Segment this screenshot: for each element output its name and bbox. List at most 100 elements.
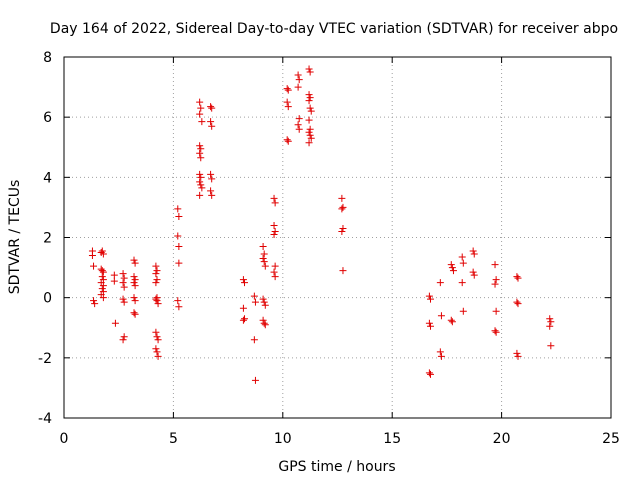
- data-point: [284, 103, 292, 111]
- data-point: [119, 279, 127, 287]
- data-point: [271, 227, 279, 235]
- data-point: [492, 307, 500, 315]
- data-point: [152, 345, 160, 353]
- data-point: [120, 333, 128, 341]
- data-point: [130, 273, 138, 281]
- y-tick-label: 4: [43, 170, 52, 186]
- data-point: [283, 136, 291, 144]
- data-point: [91, 300, 99, 308]
- data-point: [459, 259, 467, 267]
- data-point: [436, 348, 444, 356]
- data-point: [261, 301, 269, 309]
- data-point: [306, 94, 314, 102]
- data-point: [208, 122, 216, 130]
- data-point: [305, 116, 313, 124]
- data-point: [99, 282, 107, 290]
- data-point: [270, 268, 278, 276]
- data-point: [99, 268, 107, 276]
- y-tick-label: 0: [43, 291, 52, 307]
- data-point: [99, 294, 107, 302]
- grid: [64, 57, 611, 418]
- data-point: [338, 227, 346, 235]
- data-point: [259, 295, 267, 303]
- data-point: [90, 262, 98, 270]
- data-point: [283, 98, 291, 106]
- data-point: [491, 327, 499, 335]
- data-point: [98, 267, 106, 275]
- data-point: [271, 262, 279, 270]
- y-tick-label: 2: [43, 231, 52, 247]
- data-point: [469, 247, 477, 255]
- data-point: [130, 309, 138, 317]
- data-point: [307, 107, 315, 115]
- data-point: [306, 68, 314, 76]
- x-tick-label: 10: [274, 431, 292, 447]
- data-point: [197, 154, 205, 162]
- data-point: [305, 97, 313, 105]
- data-point: [207, 118, 215, 126]
- data-point: [306, 125, 314, 133]
- data-point: [259, 316, 267, 324]
- data-point: [152, 295, 160, 303]
- data-point: [426, 322, 434, 330]
- data-point: [98, 247, 106, 255]
- data-point: [110, 277, 118, 285]
- data-point: [120, 274, 128, 282]
- data-point: [196, 191, 204, 199]
- data-point: [131, 310, 139, 318]
- data-point: [547, 318, 555, 326]
- data-point: [154, 352, 162, 360]
- data-point: [437, 352, 445, 360]
- data-point: [295, 76, 303, 84]
- x-tick-label: 20: [493, 431, 511, 447]
- data-point: [259, 255, 267, 263]
- data-point: [339, 267, 347, 275]
- y-axis-title: SDTVAR / TECUs: [7, 180, 23, 295]
- data-point: [153, 348, 161, 356]
- data-point: [307, 134, 315, 142]
- data-point: [197, 104, 205, 112]
- data-point: [338, 205, 346, 213]
- data-point: [174, 297, 182, 305]
- data-point: [547, 342, 555, 350]
- data-point: [305, 128, 313, 136]
- y-tick-label: 8: [43, 50, 52, 66]
- data-point: [284, 137, 292, 145]
- data-point: [196, 149, 204, 157]
- data-point: [208, 104, 216, 112]
- data-point: [250, 292, 258, 300]
- axis-ticks: 0 5 10 15 20 25 -4 -2 0 2 4 6 8: [38, 50, 620, 447]
- data-point: [514, 274, 522, 282]
- data-point: [196, 142, 204, 150]
- data-point: [449, 267, 457, 275]
- data-point: [198, 184, 206, 192]
- data-point: [198, 118, 206, 126]
- data-point: [251, 376, 259, 384]
- data-point: [111, 319, 119, 327]
- data-point: [196, 110, 204, 118]
- plot-frame: [63, 56, 612, 419]
- data-point: [175, 212, 183, 220]
- x-tick-label: 0: [60, 431, 69, 447]
- data-point: [271, 273, 279, 281]
- data-point: [239, 316, 247, 324]
- chart-title: Day 164 of 2022, Sidereal Day-to-day VTE…: [50, 21, 618, 37]
- x-axis-title: GPS time / hours: [278, 459, 395, 475]
- data-point: [241, 279, 249, 287]
- data-point: [295, 115, 303, 123]
- data-point: [271, 199, 279, 207]
- data-point: [305, 65, 313, 73]
- data-point: [131, 259, 139, 267]
- data-point: [469, 268, 477, 276]
- data-point: [260, 250, 268, 258]
- data-point: [131, 297, 139, 305]
- data-point: [546, 322, 554, 330]
- data-point: [270, 221, 278, 229]
- data-point: [437, 312, 445, 320]
- data-point: [119, 336, 127, 344]
- data-point: [196, 178, 204, 186]
- data-point: [153, 333, 161, 341]
- data-point: [491, 280, 499, 288]
- data-point: [425, 369, 433, 377]
